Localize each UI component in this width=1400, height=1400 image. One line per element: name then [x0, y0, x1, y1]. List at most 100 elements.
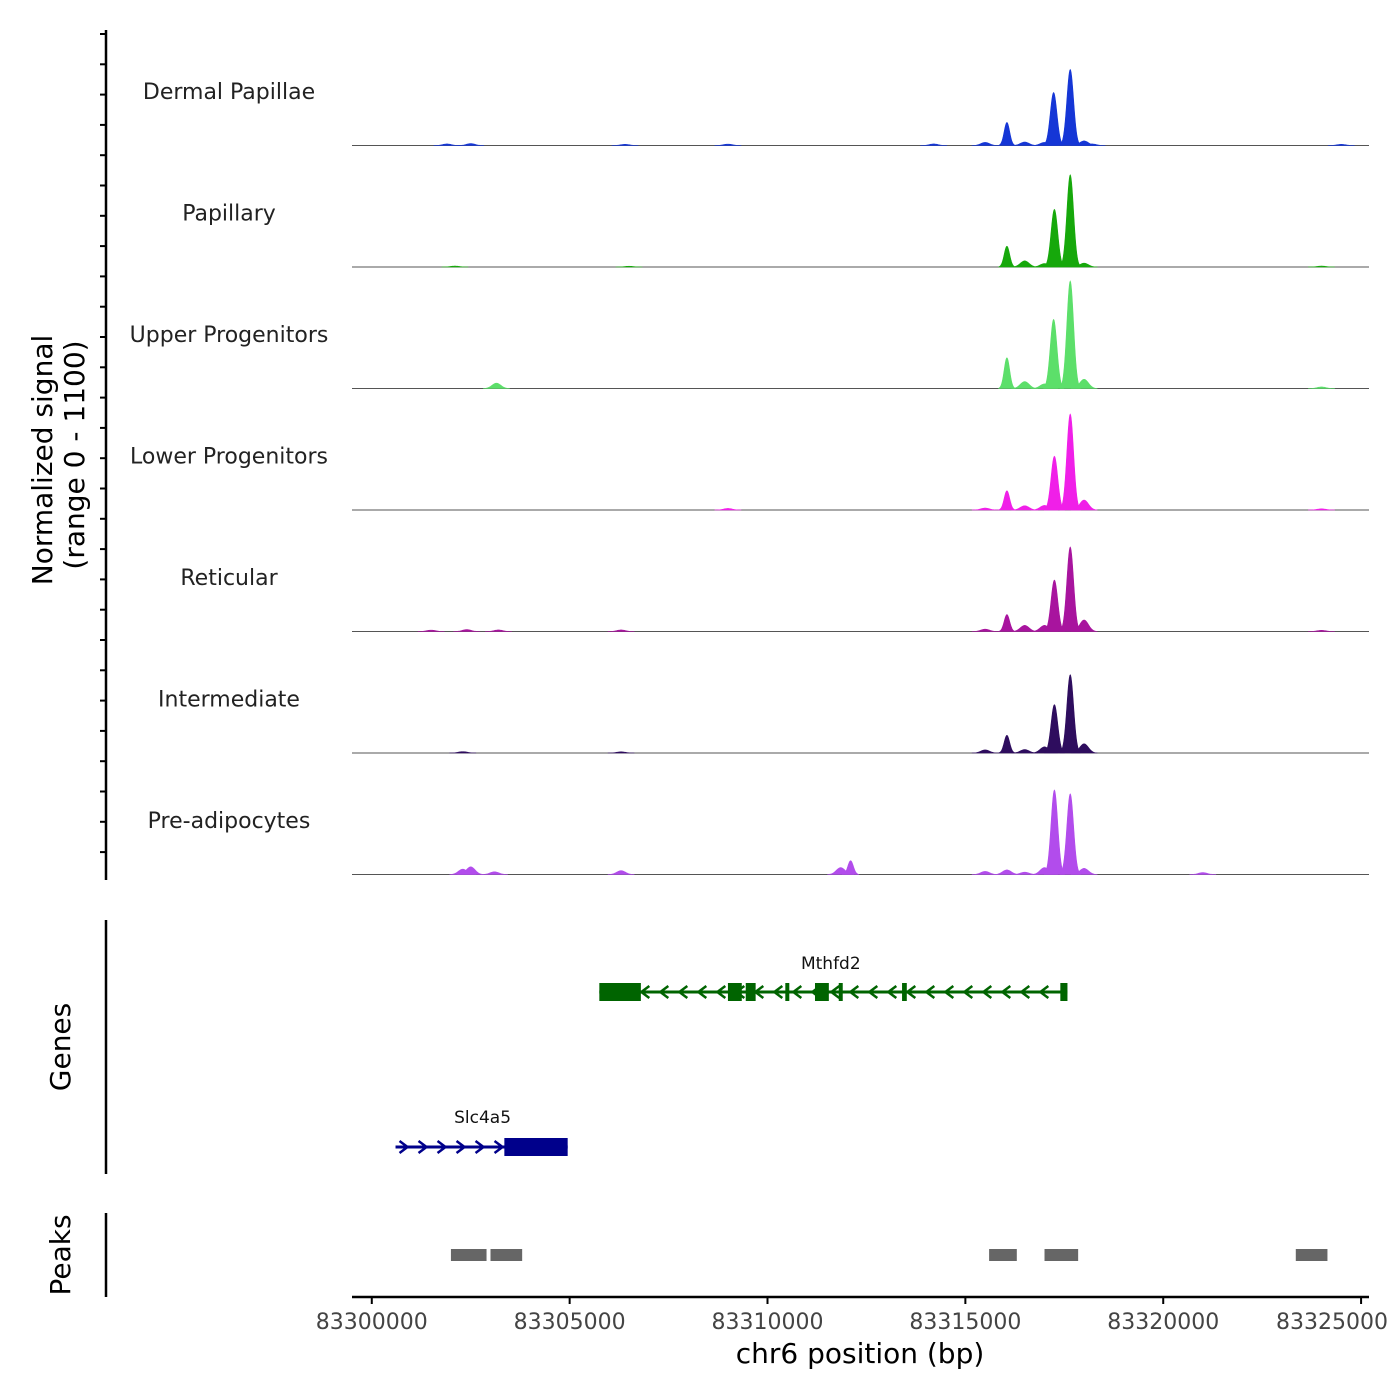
signal-tracks: Dermal Papillae Papillary Upper Progenitor… [130, 68, 1369, 875]
gene-exon [814, 983, 829, 1001]
gene-exon [1060, 983, 1068, 1001]
gene-exon [838, 983, 843, 1001]
signal-peak [1011, 260, 1039, 268]
x-tick-label: 83310000 [712, 1310, 824, 1335]
x-tick-label: 83325000 [1276, 1310, 1388, 1335]
strand-arrow [696, 985, 708, 999]
peak-region [450, 1249, 487, 1261]
signal-peak [417, 629, 445, 632]
track-papillary: Papillary [182, 174, 1369, 268]
signal-peak [1043, 92, 1064, 146]
signal-peak [1070, 378, 1098, 389]
signal-peak [1327, 144, 1355, 146]
signal-peak [998, 735, 1016, 754]
signal-peak [971, 749, 999, 754]
gene-exon [745, 983, 756, 1001]
gene-exon [902, 983, 907, 1001]
signal-peak [607, 629, 635, 632]
signal-peak [998, 122, 1016, 146]
signal-peak [481, 871, 508, 875]
gene-slc4a5: Slc4a5 [395, 1108, 568, 1156]
strand-arrow [943, 985, 955, 999]
track-label: Papillary [182, 202, 276, 227]
signal-peak [441, 265, 469, 268]
strand-arrow [867, 985, 879, 999]
x-tick-label: 83300000 [316, 1310, 428, 1335]
signal-peak [453, 629, 481, 632]
strand-arrow [398, 1140, 410, 1154]
signal-peak [1308, 508, 1335, 511]
signal-peak [607, 751, 635, 754]
signal-peak [1070, 743, 1098, 754]
signal-peak [1308, 265, 1335, 268]
track-lower-progenitors: Lower Progenitors [130, 413, 1369, 511]
signal-peak [1189, 872, 1217, 875]
strand-arrow [474, 1140, 486, 1154]
signal-peak [607, 870, 635, 875]
y-axis-title-line2: (range 0 - 1100) [58, 340, 91, 569]
signal-peak [457, 866, 485, 875]
strand-arrow [677, 985, 689, 999]
gene-exon [599, 983, 641, 1001]
signal-peak [1011, 625, 1039, 632]
signal-peak [998, 245, 1016, 268]
signal-peak [1078, 143, 1106, 146]
signal-peak [1308, 386, 1335, 389]
track-intermediate: Intermediate [158, 674, 1369, 754]
peak-region [1295, 1249, 1328, 1261]
track-upper-progenitors: Upper Progenitors [130, 280, 1369, 389]
gene-exon [504, 1138, 568, 1156]
track-label: Lower Progenitors [130, 445, 328, 470]
track-label: Dermal Papillae [143, 80, 315, 105]
strand-arrow [436, 1140, 448, 1154]
strand-arrow [1038, 985, 1050, 999]
signal-peak [1059, 174, 1081, 268]
signal-peak [1059, 413, 1081, 511]
signal-peak [998, 490, 1016, 511]
signal-peak [1011, 505, 1039, 511]
signal-peak [998, 614, 1016, 632]
signal-peak [1044, 579, 1065, 632]
signal-peak [971, 871, 999, 875]
strand-arrow [455, 1140, 467, 1154]
gene-exon [785, 983, 790, 1001]
signal-peak [971, 507, 999, 511]
peak-region [1044, 1249, 1079, 1261]
signal-peak [483, 382, 510, 389]
track-pre-adipocytes: Pre-adipocytes [148, 789, 1369, 875]
track-label: Pre-adipocytes [148, 809, 311, 834]
signal-peak [1059, 68, 1081, 146]
signal-peak [1059, 546, 1081, 632]
x-tick-label: 83315000 [909, 1310, 1021, 1335]
signal-peak [1011, 381, 1039, 389]
track-label: Upper Progenitors [130, 323, 329, 348]
strand-arrow [639, 985, 651, 999]
strand-arrow [493, 1140, 505, 1154]
signal-peak [1043, 318, 1064, 389]
track-reticular: Reticular [180, 546, 1369, 632]
signal-peak [1059, 793, 1081, 875]
left-axes [100, 30, 108, 1297]
track-label: Reticular [180, 566, 278, 591]
peaks-track [450, 1249, 1328, 1261]
track-label: Intermediate [158, 688, 300, 713]
signal-peak [1070, 262, 1098, 268]
track-dermal-papillae: Dermal Papillae [143, 68, 1369, 146]
signal-peak [457, 143, 485, 146]
signal-peak [971, 628, 999, 632]
x-tick-label: 83305000 [514, 1310, 626, 1335]
peak-region [490, 1249, 523, 1261]
y-axis-title-line1: Normalized signal [26, 335, 59, 586]
signal-peak [714, 143, 742, 146]
signal-peak [611, 144, 639, 146]
genes-track: Mthfd2 Slc4a5 [395, 954, 1068, 1156]
signal-peak [1308, 630, 1335, 632]
x-axis: 83300000 83305000 83310000 83315000 83320000… [316, 1295, 1388, 1335]
strand-arrow [848, 985, 860, 999]
signal-peak [485, 629, 512, 632]
signal-peak [1044, 789, 1065, 875]
gene-mthfd2: Mthfd2 [599, 954, 1068, 1001]
signal-peak [1070, 499, 1098, 511]
signal-peak [993, 869, 1021, 875]
